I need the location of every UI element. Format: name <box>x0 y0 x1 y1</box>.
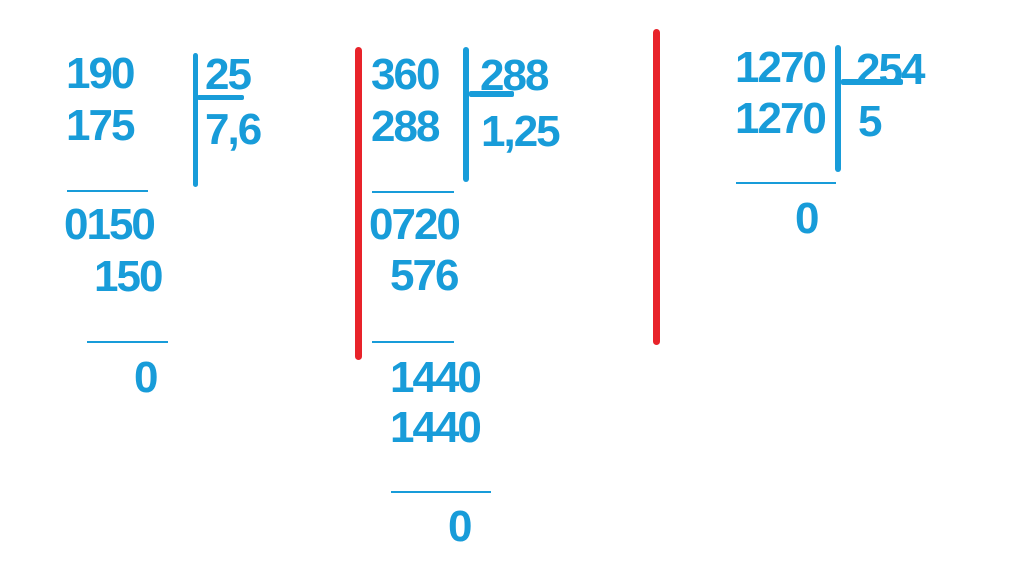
subtraction-rule <box>391 491 491 493</box>
subtraction-rule <box>87 341 168 343</box>
subtraction-rule <box>736 182 836 184</box>
red-separator-line <box>653 29 660 345</box>
bracket-vertical-line <box>835 45 841 172</box>
subtraction-rule <box>67 190 148 192</box>
dividend: 190 <box>66 49 135 98</box>
quotient: 7,6 <box>205 105 262 154</box>
subtraction-rule <box>372 191 454 193</box>
bracket-horizontal-line <box>469 91 514 97</box>
bracket-vertical-line <box>463 47 469 182</box>
divisor: 25 <box>205 50 252 99</box>
divisor: 288 <box>480 51 549 100</box>
bracket-horizontal-line <box>841 79 903 85</box>
subtraction-row: 1270 <box>735 94 827 143</box>
subtraction-row: 576 <box>390 251 459 300</box>
subtraction-row: 175 <box>66 101 135 150</box>
red-separator-line <box>355 47 362 360</box>
subtraction-rule <box>372 341 454 343</box>
dividend: 360 <box>371 50 440 99</box>
quotient: 1,25 <box>481 107 561 156</box>
bring-down-row: 1440 <box>390 353 482 402</box>
subtraction-row: 1440 <box>390 403 482 452</box>
bracket-vertical-line <box>193 53 198 187</box>
remainder: 0 <box>448 502 473 551</box>
bring-down-row: 0150 <box>64 200 156 249</box>
quotient: 5 <box>858 97 883 146</box>
remainder: 0 <box>795 194 820 243</box>
bracket-horizontal-line <box>197 95 244 100</box>
divisor: 254 <box>856 45 925 94</box>
bring-down-row: 0720 <box>369 200 461 249</box>
dividend: 1270 <box>735 43 827 92</box>
remainder: 0 <box>134 353 159 402</box>
subtraction-row: 288 <box>371 102 440 151</box>
subtraction-row: 150 <box>94 252 163 301</box>
